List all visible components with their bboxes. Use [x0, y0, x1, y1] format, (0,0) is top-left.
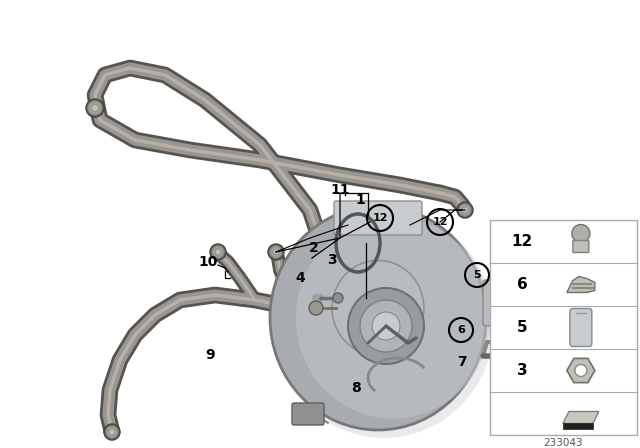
- Circle shape: [88, 101, 102, 115]
- Circle shape: [333, 238, 339, 244]
- FancyBboxPatch shape: [573, 241, 589, 253]
- Circle shape: [457, 202, 473, 218]
- FancyBboxPatch shape: [570, 309, 592, 346]
- FancyBboxPatch shape: [490, 220, 637, 435]
- Circle shape: [270, 246, 282, 258]
- Circle shape: [459, 204, 471, 216]
- Polygon shape: [563, 412, 599, 423]
- Text: 233043: 233043: [543, 438, 583, 448]
- Text: 10: 10: [198, 255, 218, 269]
- Circle shape: [333, 293, 343, 303]
- Text: 12: 12: [511, 234, 532, 249]
- Polygon shape: [563, 423, 593, 430]
- FancyBboxPatch shape: [334, 201, 422, 235]
- Circle shape: [109, 429, 115, 435]
- Ellipse shape: [270, 206, 486, 430]
- Circle shape: [519, 286, 533, 300]
- Text: 3: 3: [516, 363, 527, 378]
- Circle shape: [330, 235, 342, 247]
- Ellipse shape: [332, 260, 424, 356]
- Text: 5: 5: [473, 270, 481, 280]
- Polygon shape: [567, 358, 595, 383]
- Circle shape: [210, 244, 226, 260]
- Circle shape: [268, 244, 284, 260]
- Circle shape: [348, 288, 424, 364]
- FancyBboxPatch shape: [292, 403, 324, 425]
- Ellipse shape: [296, 217, 490, 419]
- Text: 1: 1: [355, 193, 365, 207]
- Text: 6: 6: [516, 277, 527, 292]
- Circle shape: [92, 104, 99, 112]
- Text: 12: 12: [432, 217, 448, 227]
- Circle shape: [104, 424, 120, 440]
- Circle shape: [212, 246, 224, 258]
- Ellipse shape: [274, 210, 494, 438]
- Text: 6: 6: [457, 325, 465, 335]
- Circle shape: [504, 356, 518, 370]
- Circle shape: [273, 249, 279, 255]
- Text: 8: 8: [351, 381, 361, 395]
- Text: 7: 7: [457, 355, 467, 369]
- Circle shape: [86, 99, 104, 117]
- FancyBboxPatch shape: [483, 280, 505, 326]
- Circle shape: [462, 207, 468, 213]
- Polygon shape: [491, 273, 556, 383]
- Circle shape: [575, 365, 587, 376]
- Text: 2: 2: [309, 241, 319, 255]
- Circle shape: [215, 249, 221, 255]
- Text: 4: 4: [295, 271, 305, 285]
- Circle shape: [360, 300, 412, 352]
- Text: 12: 12: [372, 213, 388, 223]
- Circle shape: [372, 312, 400, 340]
- Polygon shape: [567, 276, 595, 293]
- Text: 11: 11: [330, 183, 349, 197]
- Circle shape: [309, 301, 323, 315]
- Text: 5: 5: [516, 320, 527, 335]
- Text: 9: 9: [205, 348, 215, 362]
- Circle shape: [532, 331, 546, 345]
- Text: 3: 3: [327, 253, 337, 267]
- Circle shape: [572, 224, 590, 242]
- Circle shape: [106, 426, 118, 438]
- Circle shape: [328, 233, 344, 249]
